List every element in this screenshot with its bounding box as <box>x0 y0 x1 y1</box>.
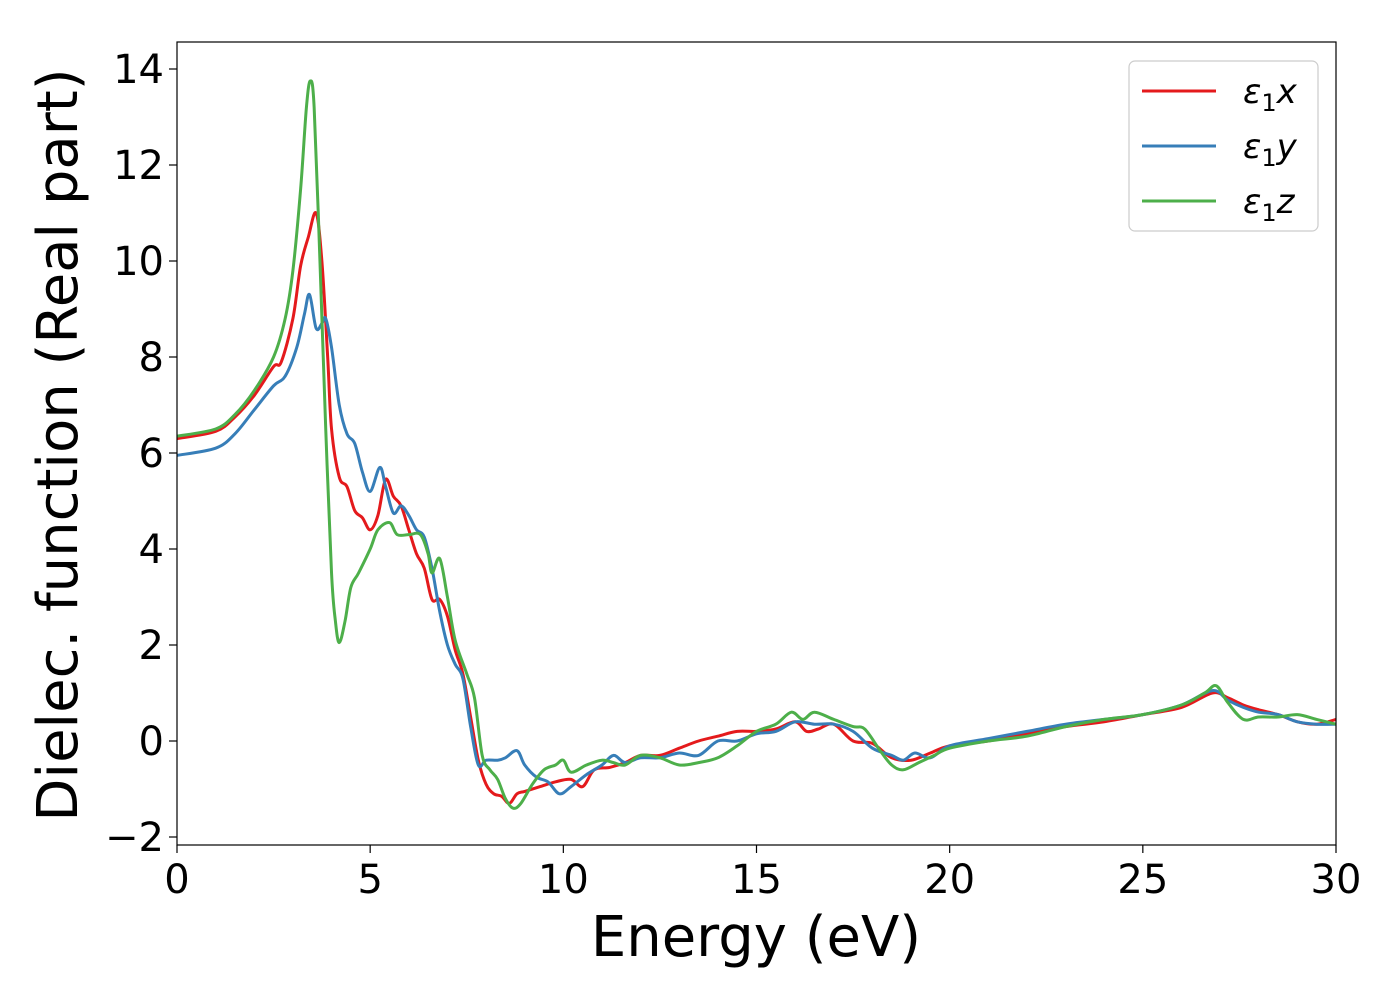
legend-entry-x: ε1x <box>1142 72 1298 117</box>
x-tick: 15 <box>731 845 782 903</box>
y-tick: 4 <box>139 527 177 573</box>
y-tick: 6 <box>139 431 177 477</box>
x-tick-label: 10 <box>538 857 589 903</box>
y-tick: 10 <box>113 239 177 285</box>
x-tick-label: 15 <box>731 857 782 903</box>
y-tick: 14 <box>113 47 177 93</box>
y-axis-ticks: −2 0 2 4 6 8 10 12 14 <box>105 47 177 861</box>
y-tick-label: 14 <box>113 47 164 93</box>
legend-entry-y: ε1y <box>1142 127 1298 172</box>
y-tick-label: 2 <box>139 623 164 669</box>
x-tick-label: 30 <box>1311 857 1362 903</box>
y-tick-label: 12 <box>113 143 164 189</box>
series-lines <box>176 79 1337 810</box>
x-tick-label: 25 <box>1117 857 1168 903</box>
x-tick: 5 <box>357 845 383 903</box>
legend-box <box>1128 60 1319 232</box>
y-tick-label: 4 <box>139 527 164 573</box>
y-tick-label: 0 <box>139 719 164 765</box>
x-tick: 30 <box>1311 845 1362 903</box>
x-tick: 20 <box>924 845 975 903</box>
y-tick-label: −2 <box>105 815 164 861</box>
x-axis-ticks: 0 5 10 15 20 25 30 <box>164 845 1361 903</box>
x-tick-label: 20 <box>924 857 975 903</box>
series-line-y <box>176 292 1337 796</box>
y-tick-label: 8 <box>139 335 164 381</box>
series-line-z <box>176 79 1337 810</box>
x-tick: 0 <box>164 845 190 903</box>
y-tick: 12 <box>113 143 177 189</box>
legend-entry-z: ε1z <box>1142 182 1296 227</box>
y-tick: −2 <box>105 815 177 861</box>
x-tick-label: 0 <box>164 857 189 903</box>
x-tick: 25 <box>1117 845 1168 903</box>
legend-label: ε1z <box>1243 182 1296 227</box>
y-tick: 8 <box>139 335 177 381</box>
x-axis-label: Energy (eV) <box>591 905 921 970</box>
y-tick: 0 <box>139 719 177 765</box>
x-tick-label: 5 <box>357 857 382 903</box>
x-tick: 10 <box>538 845 589 903</box>
y-tick: 2 <box>139 623 177 669</box>
legend-label: ε1x <box>1243 72 1298 117</box>
y-axis-label: Dielec. function (Real part) <box>26 68 91 821</box>
legend-label: ε1y <box>1243 127 1298 172</box>
y-tick-label: 6 <box>139 431 164 477</box>
y-tick-label: 10 <box>113 239 164 285</box>
series-line-x <box>176 211 1337 805</box>
legend: ε1x ε1y ε1z <box>1128 60 1319 232</box>
